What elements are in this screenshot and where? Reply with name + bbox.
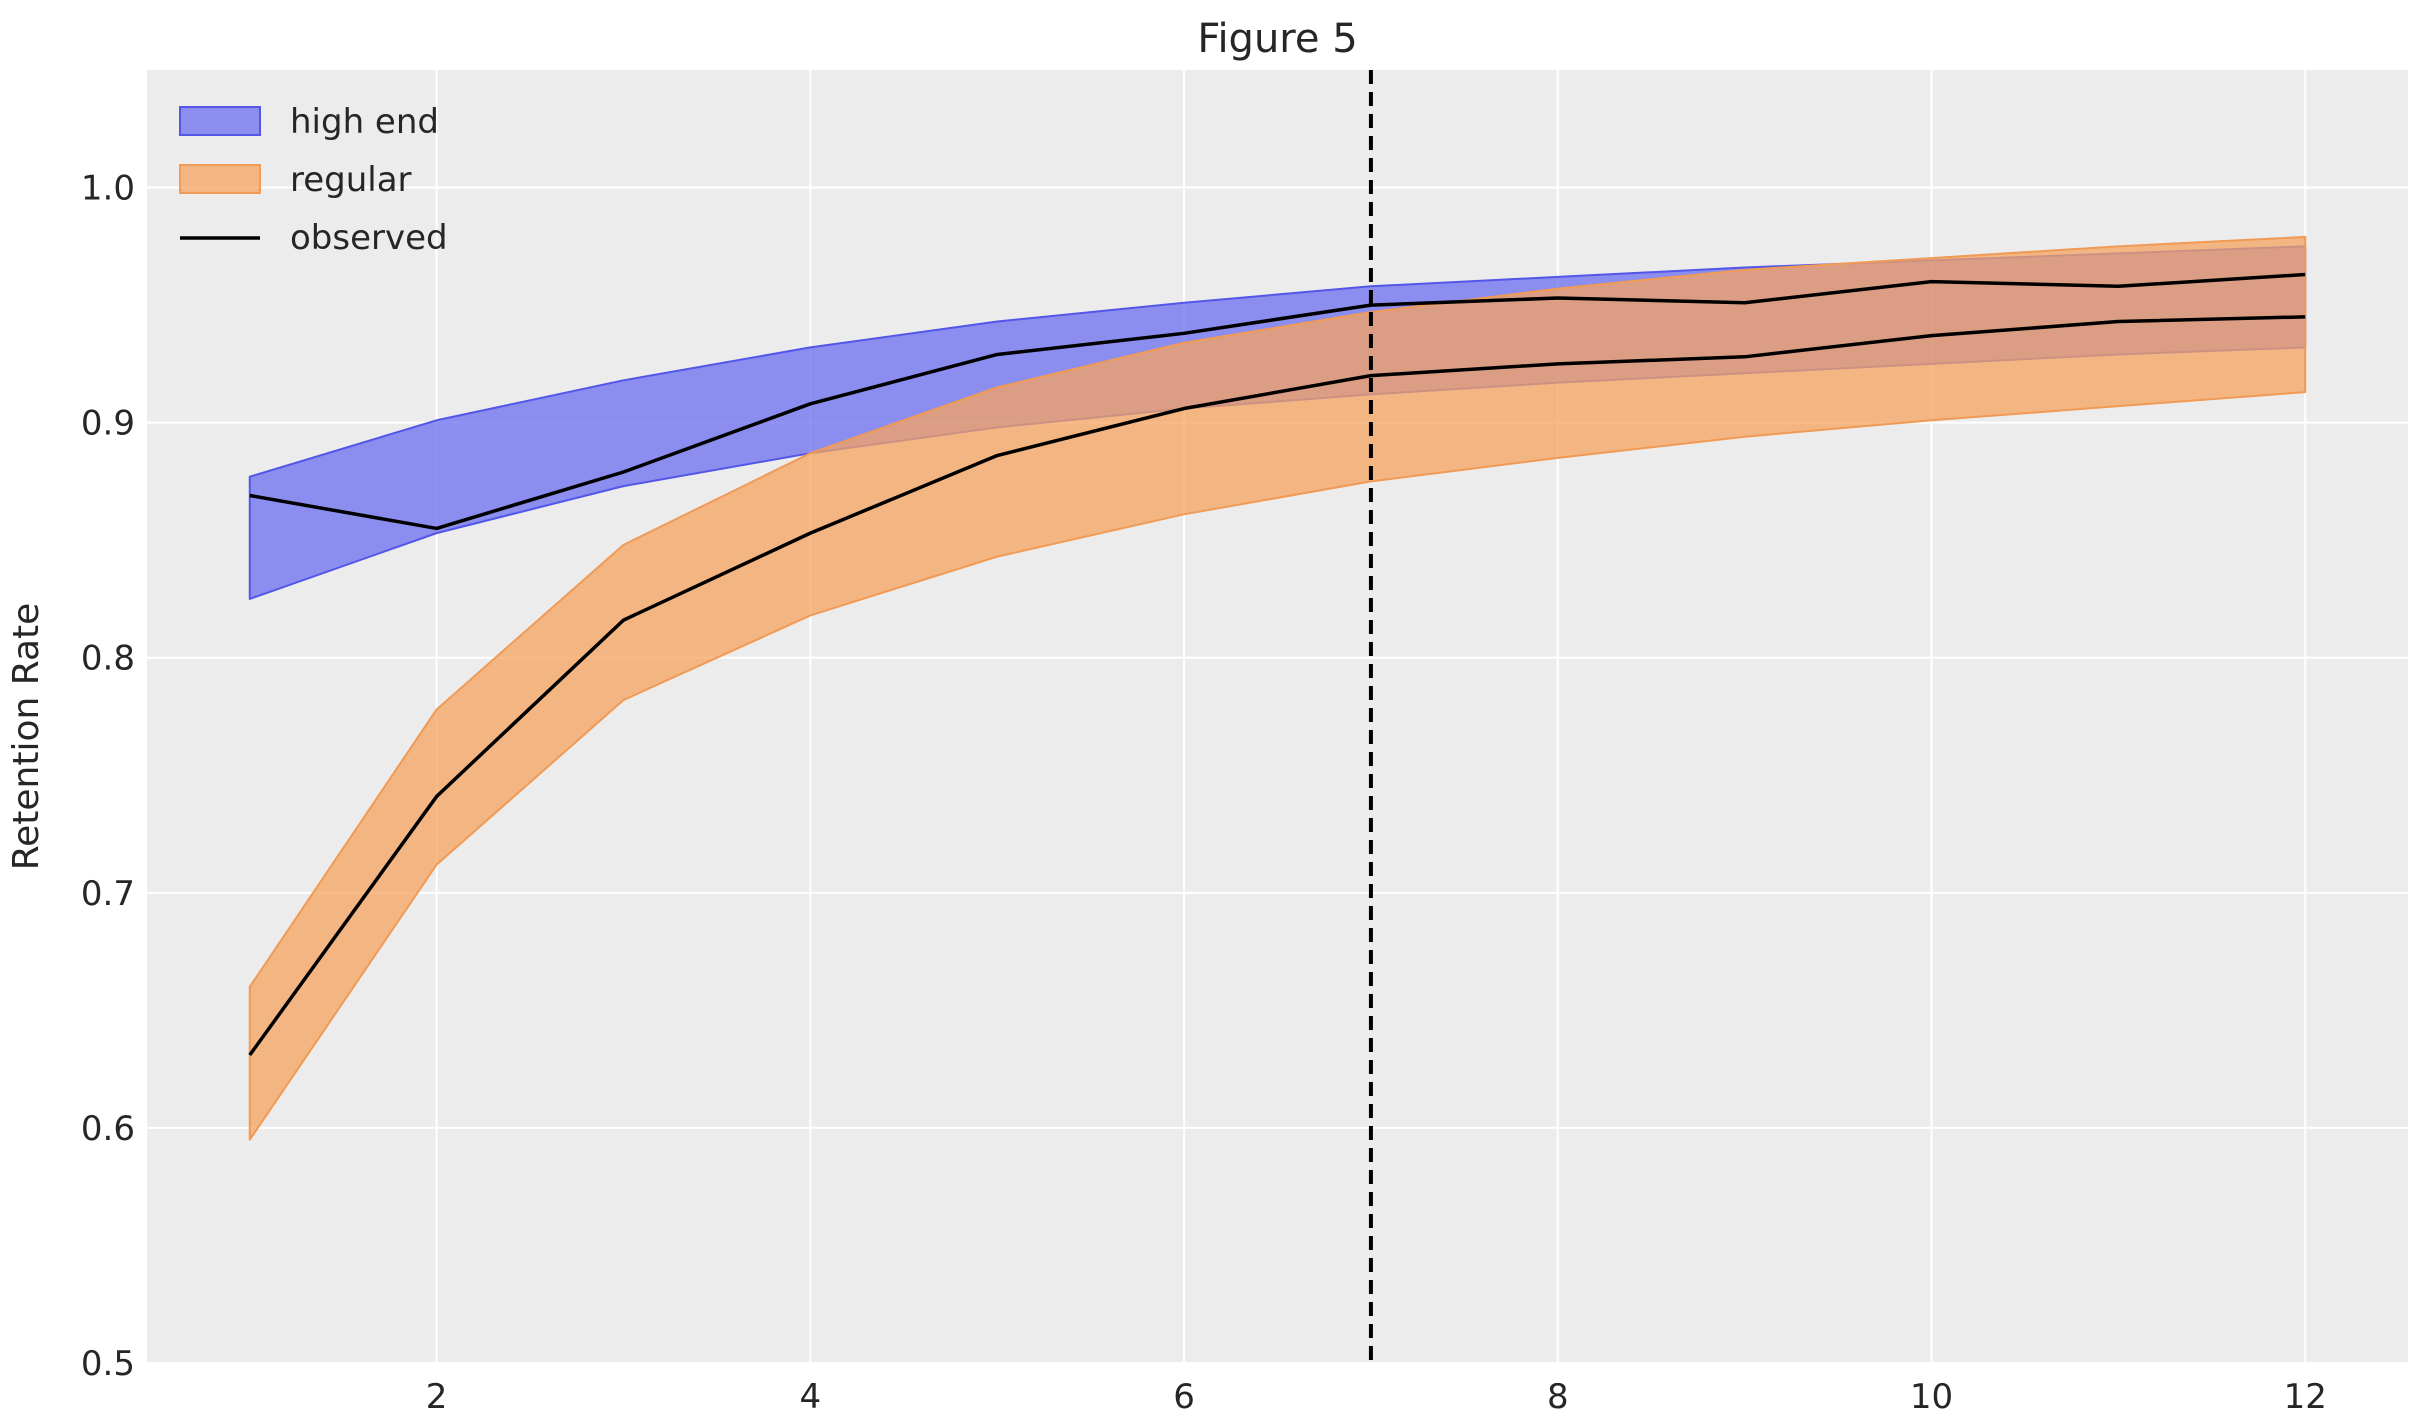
y-axis-ticks: 0.5 0.6 0.7 0.8 0.9 1.0 — [81, 169, 135, 1384]
x-tick-label: 10 — [1910, 1377, 1953, 1417]
y-tick-label: 0.9 — [81, 404, 135, 444]
legend-label: regular — [290, 160, 412, 200]
credible-bands — [248, 235, 2307, 1141]
y-tick-label: 0.8 — [81, 639, 135, 679]
y-tick-label: 0.5 — [81, 1344, 135, 1384]
x-tick-label: 4 — [800, 1377, 822, 1417]
observed-lines — [248, 272, 2306, 1057]
chart-title: Figure 5 — [1197, 16, 1357, 62]
x-tick-label: 6 — [1173, 1377, 1195, 1417]
band-regular — [248, 235, 2307, 1141]
legend: high end regular observed — [179, 102, 448, 258]
y-axis-label: Retention Rate — [6, 603, 47, 871]
x-axis-ticks: 2 4 6 8 10 12 — [426, 1377, 2327, 1417]
y-tick-label: 0.7 — [81, 874, 135, 914]
legend-swatch-regular — [179, 164, 261, 194]
legend-label: observed — [290, 218, 448, 258]
x-tick-label: 2 — [426, 1377, 448, 1417]
y-tick-label: 1.0 — [81, 169, 135, 209]
observed-line-2 — [248, 315, 2306, 1057]
observed-line-1 — [249, 272, 2306, 531]
y-tick-label: 0.6 — [81, 1109, 135, 1149]
x-tick-label: 8 — [1547, 1377, 1569, 1417]
x-tick-label: 12 — [2284, 1377, 2327, 1417]
legend-swatch-high-end — [179, 106, 261, 136]
legend-label: high end — [290, 102, 439, 142]
